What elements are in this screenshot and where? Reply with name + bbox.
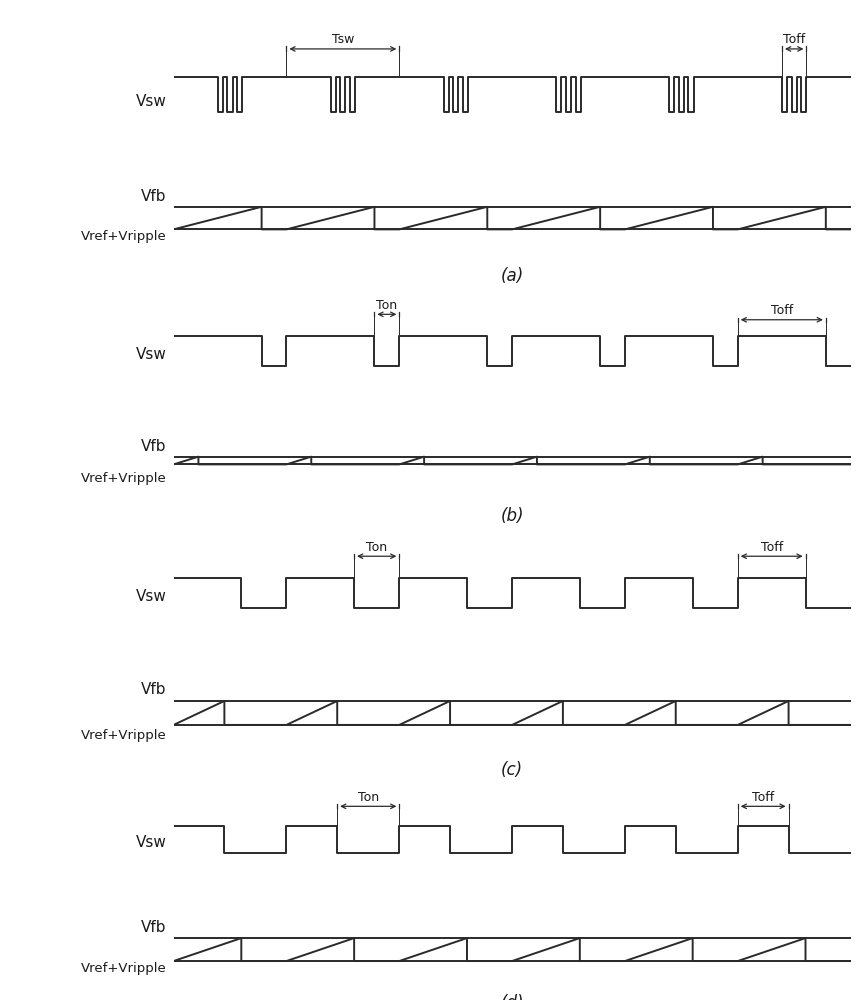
Text: Vfb: Vfb: [141, 682, 167, 697]
Text: Toff: Toff: [752, 791, 774, 804]
Text: Tsw: Tsw: [332, 33, 354, 46]
Text: Vsw: Vsw: [136, 589, 167, 604]
Text: Vfb: Vfb: [141, 189, 167, 204]
Text: Ton: Ton: [358, 791, 378, 804]
Text: (c): (c): [501, 761, 523, 779]
Text: (b): (b): [500, 507, 524, 525]
Text: Toff: Toff: [771, 304, 793, 317]
Text: Vsw: Vsw: [136, 94, 167, 109]
Text: Ton: Ton: [366, 541, 387, 554]
Text: Vfb: Vfb: [141, 439, 167, 454]
Text: Toff: Toff: [760, 541, 783, 554]
Text: (d): (d): [500, 994, 524, 1000]
Text: Vref+Vripple: Vref+Vripple: [81, 729, 167, 742]
Text: Ton: Ton: [377, 299, 398, 312]
Text: Toff: Toff: [783, 33, 806, 46]
Text: (a): (a): [501, 267, 523, 285]
Text: Vref+Vripple: Vref+Vripple: [81, 230, 167, 243]
Text: Vref+Vripple: Vref+Vripple: [81, 472, 167, 485]
Text: Vsw: Vsw: [136, 835, 167, 850]
Text: Vsw: Vsw: [136, 347, 167, 362]
Text: Vref+Vripple: Vref+Vripple: [81, 962, 167, 975]
Text: Vfb: Vfb: [141, 920, 167, 935]
